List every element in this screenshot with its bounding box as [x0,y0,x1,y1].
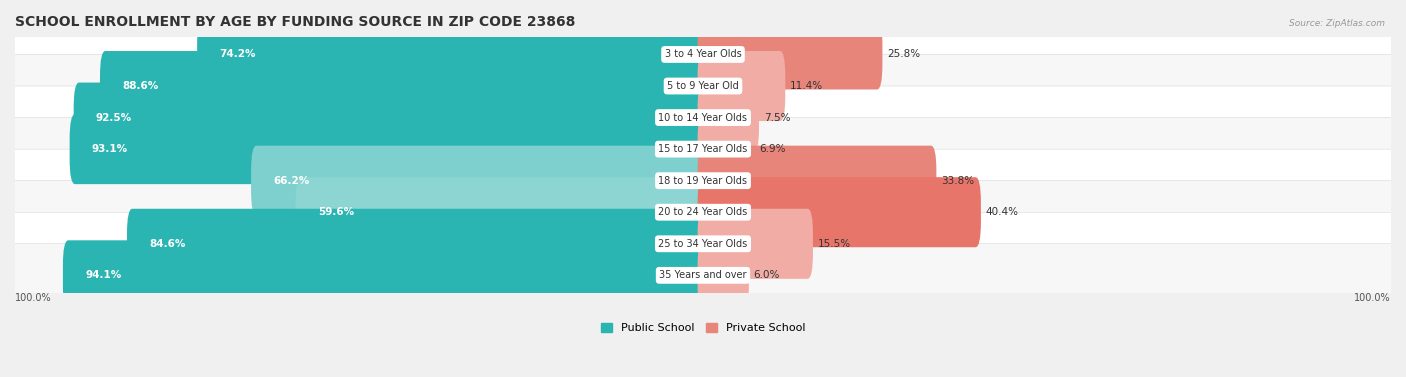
Text: 40.4%: 40.4% [986,207,1018,217]
FancyBboxPatch shape [295,177,709,247]
Text: 25 to 34 Year Olds: 25 to 34 Year Olds [658,239,748,249]
Text: 10 to 14 Year Olds: 10 to 14 Year Olds [658,113,748,123]
Text: 6.0%: 6.0% [754,270,780,280]
Text: 15 to 17 Year Olds: 15 to 17 Year Olds [658,144,748,154]
FancyBboxPatch shape [697,146,936,216]
Text: 33.8%: 33.8% [941,176,974,186]
FancyBboxPatch shape [11,212,1395,275]
FancyBboxPatch shape [197,20,709,89]
Text: 11.4%: 11.4% [790,81,823,91]
Text: 94.1%: 94.1% [86,270,121,280]
Text: 18 to 19 Year Olds: 18 to 19 Year Olds [658,176,748,186]
Text: Source: ZipAtlas.com: Source: ZipAtlas.com [1289,19,1385,28]
FancyBboxPatch shape [697,209,813,279]
FancyBboxPatch shape [100,51,709,121]
Text: 15.5%: 15.5% [818,239,851,249]
Text: 5 to 9 Year Old: 5 to 9 Year Old [666,81,740,91]
FancyBboxPatch shape [697,20,883,89]
Text: 84.6%: 84.6% [149,239,186,249]
Text: 100.0%: 100.0% [1354,293,1391,303]
Text: SCHOOL ENROLLMENT BY AGE BY FUNDING SOURCE IN ZIP CODE 23868: SCHOOL ENROLLMENT BY AGE BY FUNDING SOUR… [15,15,575,29]
Text: 93.1%: 93.1% [91,144,128,154]
Text: 88.6%: 88.6% [122,81,159,91]
Text: 3 to 4 Year Olds: 3 to 4 Year Olds [665,49,741,60]
FancyBboxPatch shape [70,114,709,184]
Text: 59.6%: 59.6% [318,207,354,217]
Text: 92.5%: 92.5% [96,113,132,123]
FancyBboxPatch shape [63,240,709,310]
FancyBboxPatch shape [697,51,786,121]
FancyBboxPatch shape [11,118,1395,181]
FancyBboxPatch shape [11,149,1395,212]
Text: 100.0%: 100.0% [15,293,52,303]
Text: 6.9%: 6.9% [759,144,786,154]
Text: 66.2%: 66.2% [273,176,309,186]
FancyBboxPatch shape [697,240,749,310]
FancyBboxPatch shape [11,181,1395,244]
FancyBboxPatch shape [73,83,709,153]
Text: 7.5%: 7.5% [763,113,790,123]
Text: 35 Years and over: 35 Years and over [659,270,747,280]
Text: 74.2%: 74.2% [219,49,256,60]
FancyBboxPatch shape [252,146,709,216]
FancyBboxPatch shape [11,23,1395,86]
FancyBboxPatch shape [697,114,755,184]
Text: 20 to 24 Year Olds: 20 to 24 Year Olds [658,207,748,217]
Text: 25.8%: 25.8% [887,49,921,60]
FancyBboxPatch shape [11,54,1395,118]
FancyBboxPatch shape [11,86,1395,149]
Legend: Public School, Private School: Public School, Private School [600,323,806,333]
FancyBboxPatch shape [697,83,759,153]
FancyBboxPatch shape [127,209,709,279]
FancyBboxPatch shape [697,177,981,247]
FancyBboxPatch shape [11,244,1395,307]
